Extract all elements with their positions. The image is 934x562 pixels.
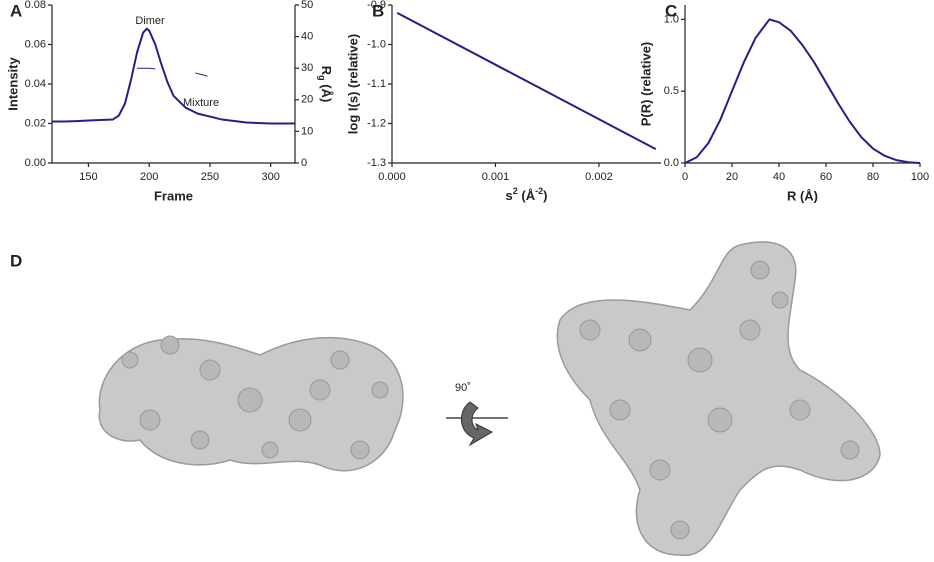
y2-axis-label: Rg (Å) bbox=[317, 66, 334, 103]
annotation: Dimer bbox=[135, 15, 165, 27]
x-axis-label-part: 2 bbox=[513, 186, 518, 196]
x-tick-label: 150 bbox=[79, 171, 97, 183]
x-axis-label-part: (Å bbox=[518, 188, 536, 203]
data-line bbox=[396, 12, 657, 151]
y-tick-label: 0.0 bbox=[664, 157, 679, 169]
y-axis-label: Intensity bbox=[5, 57, 20, 111]
y2-tick-label: 0 bbox=[301, 157, 307, 169]
y2-axis-label-part: R bbox=[319, 66, 334, 76]
y2-tick-label: 30 bbox=[301, 62, 313, 74]
data-line bbox=[684, 18, 921, 164]
y2-axis-label-part: (Å) bbox=[319, 81, 334, 103]
y-axis-label: P(R) (relative) bbox=[638, 42, 653, 127]
x-axis-label: s2 (Å-2) bbox=[506, 186, 548, 203]
panel-label: D bbox=[10, 251, 22, 270]
y-tick-label: -1.1 bbox=[367, 78, 386, 90]
y-tick-label: 0.04 bbox=[25, 78, 46, 90]
y2-tick-label: 10 bbox=[301, 125, 313, 137]
x-axis-label: Frame bbox=[154, 188, 193, 203]
panel-label: A bbox=[10, 1, 22, 20]
x-tick-label: 60 bbox=[820, 171, 832, 183]
y-tick-label: -1.0 bbox=[367, 38, 386, 50]
rotation-label: 90˚ bbox=[455, 382, 471, 394]
axis-line bbox=[391, 5, 661, 164]
y-axis-label: log I(s) (relative) bbox=[345, 34, 360, 134]
data-line bbox=[52, 27, 295, 125]
y2-tick-label: 50 bbox=[301, 0, 313, 11]
axis-line bbox=[684, 5, 920, 164]
x-axis-label-part: s bbox=[506, 188, 513, 203]
y2-tick-label: 40 bbox=[301, 31, 313, 43]
x-axis-label-part: -2 bbox=[535, 186, 543, 196]
x-tick-label: 200 bbox=[140, 171, 158, 183]
rotation-arrow: 90˚ bbox=[446, 382, 508, 447]
y-tick-label: 0.06 bbox=[25, 38, 46, 50]
y-tick-label: 1.0 bbox=[664, 13, 679, 25]
y-tick-label: -0.9 bbox=[367, 0, 386, 11]
panel-label: C bbox=[665, 1, 677, 20]
axis-line bbox=[51, 5, 296, 164]
data-line bbox=[195, 72, 208, 77]
y-tick-label: -1.3 bbox=[367, 157, 386, 169]
x-tick-label: 250 bbox=[201, 171, 219, 183]
y2-tick-label: 20 bbox=[301, 94, 313, 106]
y2-axis-label-part: g bbox=[317, 75, 327, 81]
x-tick-label: 0.001 bbox=[482, 171, 510, 183]
x-tick-label: 80 bbox=[867, 171, 879, 183]
x-tick-label: 0.002 bbox=[585, 171, 613, 183]
y-tick-label: 0.5 bbox=[664, 85, 679, 97]
x-axis-label-part: ) bbox=[543, 188, 547, 203]
molecule-side-view bbox=[98, 335, 404, 472]
x-tick-label: 40 bbox=[773, 171, 785, 183]
annotation: Mixture bbox=[183, 97, 219, 109]
x-tick-label: 300 bbox=[262, 171, 280, 183]
data-line bbox=[137, 67, 156, 70]
y-tick-label: 0.08 bbox=[25, 0, 46, 11]
x-axis-label: R (Å) bbox=[787, 188, 818, 203]
y-tick-label: 0.00 bbox=[25, 157, 46, 169]
y-tick-label: 0.02 bbox=[25, 117, 46, 129]
x-tick-label: 20 bbox=[726, 171, 738, 183]
x-tick-label: 0 bbox=[682, 171, 688, 183]
panel-label: B bbox=[372, 1, 384, 20]
x-tick-label: 100 bbox=[911, 171, 929, 183]
molecule-top-view bbox=[556, 241, 881, 557]
x-tick-label: 0.000 bbox=[378, 171, 406, 183]
y-tick-label: -1.2 bbox=[367, 117, 386, 129]
